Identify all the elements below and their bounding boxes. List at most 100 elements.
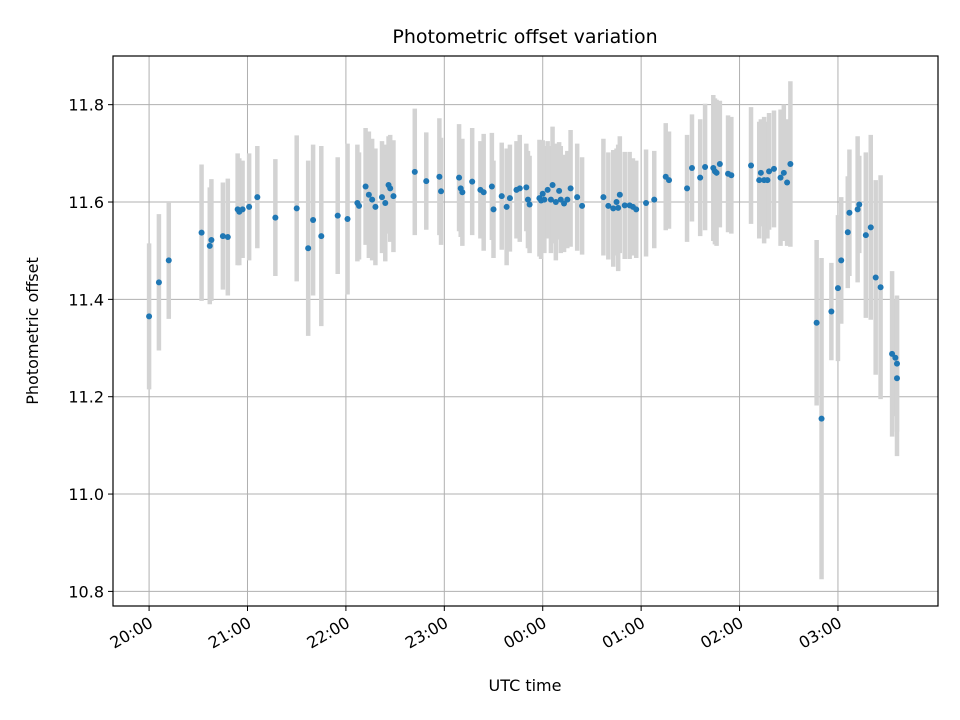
- data-point: [480, 189, 487, 196]
- y-axis: 10.8 11.0 11.2 11.4 11.6 11.8: [68, 96, 113, 601]
- y-axis-label: Photometric offset: [23, 257, 42, 405]
- data-point: [310, 217, 317, 224]
- data-point: [867, 224, 874, 231]
- y-tick-label: 11.6: [68, 193, 104, 212]
- data-point: [757, 169, 764, 176]
- data-point: [438, 188, 445, 195]
- data-point: [362, 183, 369, 190]
- data-point: [344, 216, 351, 223]
- data-point: [378, 194, 385, 201]
- error-bars: [146, 81, 900, 580]
- data-point: [828, 308, 835, 315]
- data-point: [838, 257, 845, 264]
- data-point: [459, 189, 466, 196]
- data-point: [834, 285, 841, 292]
- data-point: [854, 206, 861, 213]
- data-point: [616, 191, 623, 198]
- y-tick-label: 11.4: [68, 290, 104, 309]
- data-point: [787, 161, 794, 168]
- data-point: [544, 186, 551, 193]
- data-point: [756, 177, 763, 184]
- data-point: [844, 229, 851, 236]
- x-axis: 20:00 21:00 22:00 23:00 00:00 01:00 02:00 03:00: [107, 606, 845, 653]
- data-point: [165, 257, 172, 264]
- data-point: [574, 194, 581, 201]
- data-point: [246, 203, 253, 210]
- data-point: [224, 234, 231, 241]
- data-point: [356, 202, 363, 209]
- data-point: [369, 196, 376, 203]
- data-point: [621, 202, 628, 209]
- data-point: [382, 199, 389, 206]
- data-point: [716, 161, 723, 168]
- y-tick-label: 11.0: [68, 485, 104, 504]
- data-point: [818, 415, 825, 422]
- data-point: [469, 178, 476, 185]
- data-point: [748, 162, 755, 169]
- chart-title: Photometric offset variation: [392, 26, 657, 48]
- data-point: [893, 375, 900, 382]
- x-tick-label: 21:00: [205, 613, 254, 653]
- data-point: [219, 233, 226, 240]
- y-tick-label: 11.8: [68, 96, 104, 115]
- data-point: [524, 196, 531, 203]
- data-point: [777, 174, 784, 181]
- data-point: [198, 229, 205, 236]
- data-point: [272, 214, 279, 221]
- data-point: [567, 185, 574, 192]
- data-point: [613, 199, 620, 206]
- data-point: [605, 202, 612, 209]
- data-point: [387, 185, 394, 192]
- data-point: [713, 169, 720, 176]
- data-point: [564, 196, 571, 203]
- data-point: [239, 206, 246, 213]
- x-tick-label: 03:00: [796, 613, 845, 653]
- plot-frame: [112, 55, 939, 607]
- data-point: [766, 168, 773, 175]
- data-point: [600, 194, 607, 201]
- data-point: [523, 184, 530, 191]
- x-tick-label: 23:00: [402, 613, 451, 653]
- data-points: [146, 161, 900, 422]
- data-point: [877, 284, 884, 291]
- data-point: [516, 185, 523, 192]
- data-point: [702, 163, 709, 170]
- data-point: [411, 168, 418, 175]
- data-point: [615, 204, 622, 211]
- data-point: [456, 174, 463, 181]
- data-point: [541, 196, 548, 203]
- x-tick-label: 01:00: [599, 613, 648, 653]
- x-tick-label: 22:00: [303, 613, 352, 653]
- data-point: [293, 205, 300, 212]
- data-point: [549, 181, 556, 188]
- x-tick-label: 00:00: [500, 613, 549, 653]
- data-point: [780, 169, 787, 176]
- x-tick-label: 02:00: [697, 613, 746, 653]
- data-point: [146, 313, 153, 320]
- data-point: [813, 319, 820, 326]
- data-point: [688, 164, 695, 171]
- data-point: [862, 232, 869, 239]
- data-point: [390, 193, 397, 200]
- data-point: [556, 187, 563, 194]
- grid: [113, 56, 938, 606]
- data-point: [503, 203, 510, 210]
- data-point: [365, 191, 372, 198]
- data-point: [539, 190, 546, 197]
- data-point: [498, 193, 505, 200]
- data-point: [490, 206, 497, 213]
- data-point: [208, 236, 215, 243]
- data-point: [206, 242, 213, 249]
- data-point: [254, 194, 261, 201]
- data-point: [372, 203, 379, 210]
- data-point: [764, 177, 771, 184]
- data-point: [728, 172, 735, 179]
- data-point: [423, 178, 430, 185]
- data-point: [684, 185, 691, 192]
- data-point: [784, 179, 791, 186]
- data-point: [643, 199, 650, 206]
- data-point: [610, 205, 617, 212]
- data-point: [488, 183, 495, 190]
- data-point: [770, 165, 777, 172]
